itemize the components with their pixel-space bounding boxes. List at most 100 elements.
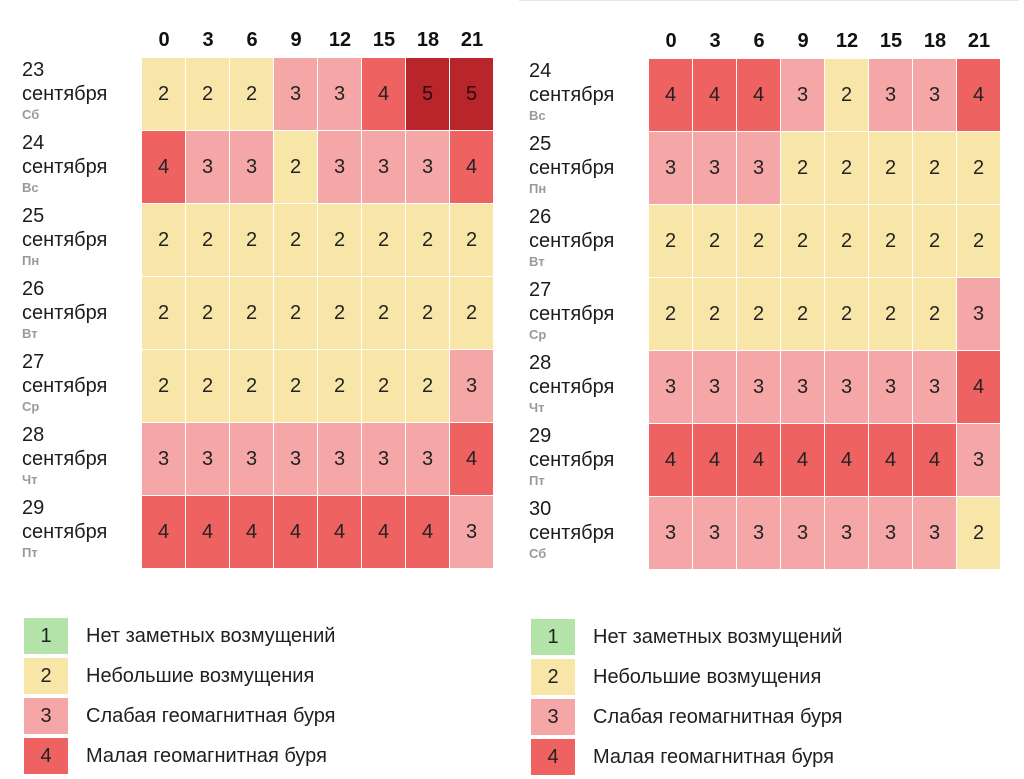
kp-cell: 2 xyxy=(649,278,692,350)
kp-cell: 4 xyxy=(693,59,736,131)
kp-cell: 4 xyxy=(957,351,1000,423)
kp-cell: 2 xyxy=(230,350,273,422)
kp-cell: 3 xyxy=(913,497,956,569)
hour-header: 0 3 6 9 12 15 18 21 xyxy=(649,27,1001,55)
kp-cell: 2 xyxy=(825,132,868,204)
kp-cell: 3 xyxy=(913,351,956,423)
day-number: 26 xyxy=(22,278,45,300)
kp-cell: 3 xyxy=(318,423,361,495)
weekday: Сб xyxy=(22,107,40,122)
month-name: сентября xyxy=(22,229,108,251)
legend-label: Небольшие возмущения xyxy=(86,665,315,687)
kp-cell: 3 xyxy=(869,59,912,131)
day-label: 30 сентября Сб xyxy=(529,497,649,570)
kp-cell: 3 xyxy=(186,423,229,495)
kp-cell: 2 xyxy=(274,204,317,276)
legend-label: Малая геомагнитная буря xyxy=(593,746,834,768)
kp-cell: 3 xyxy=(230,131,273,203)
kp-cell: 2 xyxy=(913,278,956,350)
kp-cell: 3 xyxy=(737,351,780,423)
kp-cell: 3 xyxy=(362,423,405,495)
kp-cell: 4 xyxy=(450,423,493,495)
day-label: 26 сентября Вт xyxy=(22,277,142,350)
month-name: сентября xyxy=(22,375,108,397)
day-label: 26 сентября Вт xyxy=(529,205,649,278)
kp-cell: 2 xyxy=(737,278,780,350)
day-number: 25 xyxy=(529,133,552,155)
kp-cell: 2 xyxy=(406,204,449,276)
kp-cell: 3 xyxy=(318,58,361,130)
kp-cell: 2 xyxy=(737,205,780,277)
weekday: Пн xyxy=(22,253,40,268)
legend-swatch: 4 xyxy=(531,739,575,775)
day-number: 27 xyxy=(22,351,45,373)
kp-cell: 4 xyxy=(693,424,736,496)
weekday: Пт xyxy=(22,545,38,560)
kp-cell: 2 xyxy=(142,58,185,130)
hour-tick-label: 15 xyxy=(879,30,903,52)
month-name: сентября xyxy=(22,302,108,324)
weekday: Вс xyxy=(529,108,546,123)
kp-cell: 4 xyxy=(649,59,692,131)
weekday: Вт xyxy=(529,254,545,269)
kp-cell: 4 xyxy=(186,496,229,568)
hour-tick-label: 3 xyxy=(202,29,214,51)
kp-cell: 2 xyxy=(274,350,317,422)
legend-label: Слабая геомагнитная буря xyxy=(593,706,843,728)
day-label: 28 сентября Чт xyxy=(529,351,649,424)
kp-cell: 4 xyxy=(318,496,361,568)
hour-header: 0 3 6 9 12 15 18 21 xyxy=(142,26,494,54)
kp-cell: 2 xyxy=(186,58,229,130)
legend-label: Малая геомагнитная буря xyxy=(86,745,327,767)
hour-tick-label: 9 xyxy=(290,29,302,51)
legend-swatch: 4 xyxy=(24,738,68,774)
hour-tick-label: 9 xyxy=(797,30,809,52)
weekday: Сб xyxy=(529,546,547,561)
kp-cell: 4 xyxy=(957,59,1000,131)
day-label: 29 сентября Пт xyxy=(22,496,142,569)
month-name: сентября xyxy=(529,522,615,544)
kp-cell: 5 xyxy=(450,58,493,130)
kp-cell: 3 xyxy=(362,131,405,203)
legend-swatch: 3 xyxy=(531,699,575,735)
kp-cell: 4 xyxy=(825,424,868,496)
kp-cell: 2 xyxy=(693,278,736,350)
kp-cell: 2 xyxy=(142,350,185,422)
kp-cell: 2 xyxy=(318,204,361,276)
kp-cell: 3 xyxy=(825,497,868,569)
day-number: 23 xyxy=(22,59,45,81)
kp-cell: 2 xyxy=(781,205,824,277)
kp-cell: 2 xyxy=(693,205,736,277)
kp-cell: 4 xyxy=(142,131,185,203)
kp-cell: 3 xyxy=(781,351,824,423)
legend-swatch: 1 xyxy=(531,619,575,655)
kp-cell: 3 xyxy=(737,132,780,204)
day-number: 24 xyxy=(529,60,552,82)
day-number: 27 xyxy=(529,279,552,301)
kp-cell: 2 xyxy=(957,132,1000,204)
kp-cell: 2 xyxy=(406,277,449,349)
kp-cell: 3 xyxy=(781,497,824,569)
day-label: 24 сентября Вс xyxy=(22,131,142,204)
kp-cell: 4 xyxy=(362,496,405,568)
weekday: Чт xyxy=(529,400,545,415)
day-label: 28 сентября Чт xyxy=(22,423,142,496)
day-number: 28 xyxy=(22,424,45,446)
kp-cell: 2 xyxy=(913,205,956,277)
kp-cell: 3 xyxy=(869,497,912,569)
day-label: 24 сентября Вс xyxy=(529,59,649,132)
kp-cell: 2 xyxy=(825,205,868,277)
kp-cell: 2 xyxy=(362,277,405,349)
kp-cell: 2 xyxy=(649,205,692,277)
kp-cell: 2 xyxy=(230,204,273,276)
kp-cell: 2 xyxy=(869,278,912,350)
kp-cell: 4 xyxy=(450,131,493,203)
kp-cell: 3 xyxy=(649,351,692,423)
kp-cell: 2 xyxy=(142,277,185,349)
kp-cell: 2 xyxy=(230,277,273,349)
weekday: Ср xyxy=(529,327,547,342)
hour-tick-label: 15 xyxy=(372,29,396,51)
day-number: 24 xyxy=(22,132,45,154)
